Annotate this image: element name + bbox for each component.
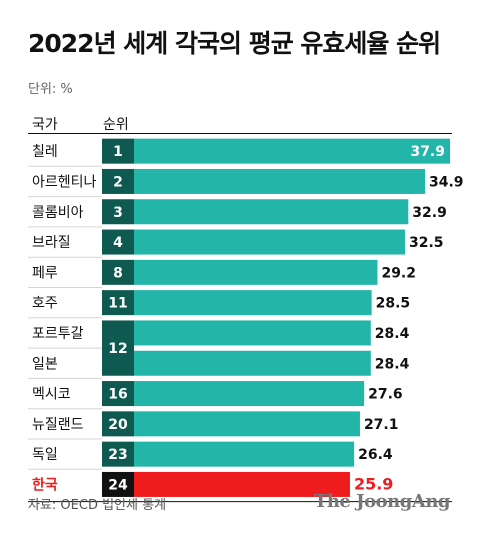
rank-label: 24: [108, 477, 128, 493]
country-label: 칠레: [32, 144, 58, 160]
rank-label: 3: [113, 205, 123, 221]
value-label: 25.9: [354, 474, 393, 493]
rank-cell: [102, 471, 134, 497]
country-label: 콜롬비아: [32, 205, 84, 221]
bar: [134, 229, 405, 255]
country-label: 브라질: [32, 235, 71, 251]
country-label: 일본: [32, 356, 58, 372]
value-label: 27.6: [368, 387, 403, 403]
rank-cell: [102, 168, 134, 194]
source-note: 자료: OECD 법인세 통계: [28, 498, 167, 513]
rank-cell: [102, 320, 134, 376]
bar: [134, 290, 372, 316]
rank-label: 8: [113, 265, 123, 281]
bar: [134, 381, 365, 407]
rank-column-header: 순위: [103, 117, 129, 133]
value-label: 27.1: [364, 417, 399, 433]
value-label: 28.4: [375, 326, 410, 342]
bar: [134, 168, 425, 194]
country-label: 페루: [32, 265, 58, 281]
rank-cell: [102, 259, 134, 285]
country-label: 한국: [32, 477, 58, 493]
rank-label: 11: [108, 296, 127, 312]
value-label: 32.5: [409, 235, 444, 251]
chart-title: 2022년 세계 각국의 평균 유효세율 순위: [28, 29, 441, 58]
country-label: 독일: [32, 447, 58, 463]
rank-label: 20: [108, 417, 128, 433]
country-label: 멕시코: [32, 387, 71, 403]
bar: [134, 199, 409, 225]
rank-cell: [102, 229, 134, 255]
rank-cell: [102, 199, 134, 225]
country-label: 호주: [32, 296, 58, 312]
rank-label: 16: [108, 387, 127, 403]
bar: [134, 411, 360, 437]
bar: [134, 471, 350, 497]
bar: [134, 320, 371, 346]
value-label: 28.4: [375, 356, 410, 372]
bar: [134, 259, 378, 285]
rank-cell: [102, 381, 134, 407]
value-label: 26.4: [358, 447, 393, 463]
country-label: 아르헨티나: [32, 174, 97, 190]
publisher-logo: The JoongAng: [313, 491, 451, 512]
rank-cell: [102, 411, 134, 437]
value-label: 32.9: [412, 205, 447, 221]
bar: [134, 441, 355, 467]
country-column-header: 국가: [32, 117, 58, 133]
rank-label: 12: [108, 341, 127, 357]
value-label: 29.2: [381, 265, 416, 281]
country-label: 뉴질랜드: [32, 417, 84, 433]
rank-label: 4: [113, 235, 123, 251]
rank-label: 1: [113, 144, 123, 160]
bar: [134, 350, 371, 376]
value-label: 34.9: [429, 174, 464, 190]
rank-cell: [102, 290, 134, 316]
rank-label: 23: [108, 447, 127, 463]
unit-label: 단위: %: [28, 82, 73, 97]
rank-cell: [102, 138, 134, 164]
value-label: 28.5: [376, 296, 411, 312]
value-label: 37.9: [410, 144, 445, 160]
rank-cell: [102, 441, 134, 467]
country-label: 포르투갈: [32, 326, 84, 342]
header-rule: [28, 133, 452, 134]
bar: [134, 138, 450, 164]
rank-label: 2: [113, 174, 123, 190]
